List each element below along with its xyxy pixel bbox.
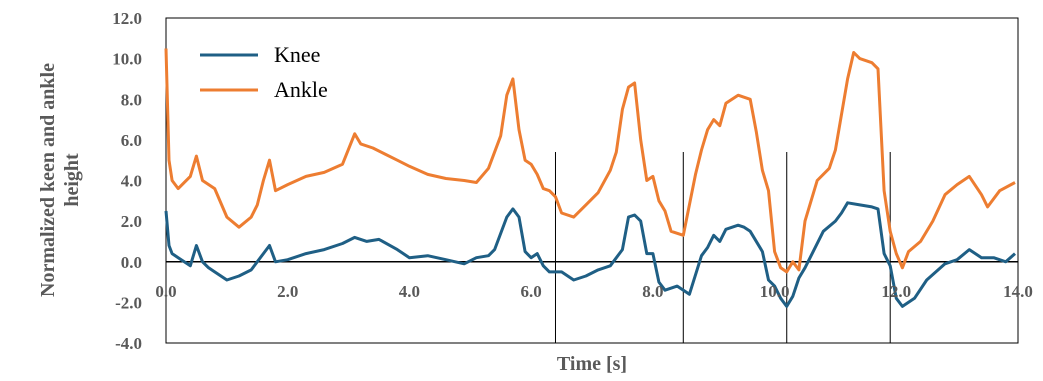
- x-tick-label: 4.0: [399, 282, 420, 301]
- y-tick-label: -2.0: [115, 293, 142, 312]
- legend-label-knee: Knee: [274, 42, 320, 67]
- y-tick-label: 2.0: [121, 212, 142, 231]
- y-tick-label: 8.0: [121, 90, 142, 109]
- series-layer: [164, 48, 1016, 308]
- y-axis-title: Normalized keen and ankle height: [37, 63, 83, 297]
- x-tick-label: 12.0: [881, 282, 911, 301]
- x-tick-label: 6.0: [521, 282, 542, 301]
- y-tick-label: 6.0: [121, 131, 142, 150]
- x-tick-label: 0.0: [155, 282, 176, 301]
- y-tick-label: -4.0: [115, 334, 142, 353]
- x-tick-labels: 0.0 2.0 4.0 6.0 8.0 10.0 12.0 14.0: [155, 282, 1033, 301]
- y-tick-label: 0.0: [121, 253, 142, 272]
- legend-label-ankle: Ankle: [274, 77, 328, 102]
- x-tick-label: 2.0: [277, 282, 298, 301]
- y-tick-label: 10.0: [112, 50, 142, 69]
- y-tick-label: 12.0: [112, 9, 142, 28]
- event-markers: [554, 152, 891, 343]
- plot-area-frame: [165, 17, 1019, 344]
- series-line-knee: [164, 201, 1016, 308]
- y-tick-labels: -4.0 -2.0 0.0 2.0 4.0 6.0 8.0 10.0 12.0: [112, 9, 142, 353]
- x-tick-label: 14.0: [1003, 282, 1033, 301]
- legend: Knee Ankle: [200, 42, 328, 102]
- y-tick-label: 4.0: [121, 172, 142, 191]
- x-tick-label: 10.0: [760, 282, 790, 301]
- series-line-ankle: [164, 48, 1016, 274]
- x-axis-title: Time [s]: [557, 353, 627, 375]
- x-tick-label: 8.0: [642, 282, 663, 301]
